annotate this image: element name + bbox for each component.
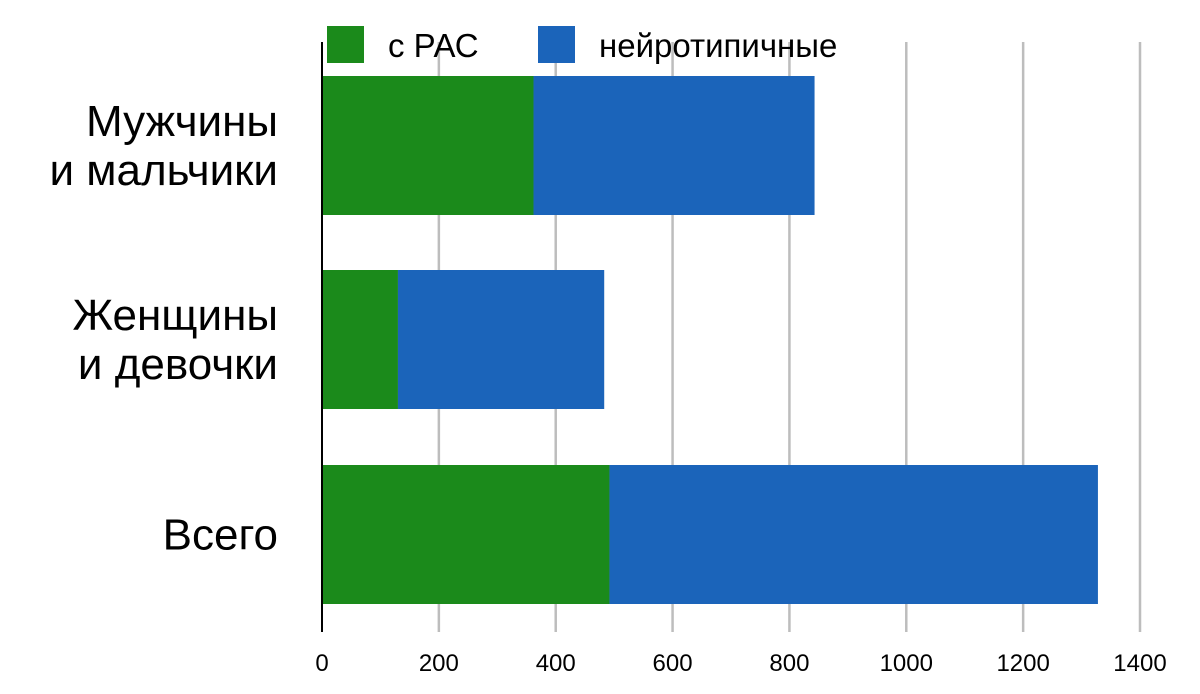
- x-tick-label-1000: 1000: [880, 650, 933, 677]
- category-label-1-1: и девочки: [78, 340, 278, 389]
- x-tick-label-400: 400: [536, 650, 576, 677]
- bar-neurotypical-2: [609, 465, 1098, 604]
- x-tick-label-0: 0: [315, 650, 328, 677]
- bar-asd-0: [322, 76, 534, 215]
- category-label-1-0: Женщины: [72, 291, 278, 340]
- bar-asd-2: [322, 465, 610, 604]
- bar-asd-1: [322, 270, 398, 409]
- bar-neurotypical-1: [397, 270, 605, 409]
- x-axis-ticks: 0 200 400 600 800 1000 1200 1400: [315, 650, 1166, 677]
- category-label-0-0: Мужчины: [86, 97, 278, 146]
- x-tick-label-200: 200: [419, 650, 459, 677]
- x-tick-label-600: 600: [653, 650, 693, 677]
- legend-swatch-asd: [327, 26, 364, 63]
- bars: [322, 76, 1098, 604]
- legend-label-asd: с РАС: [388, 27, 479, 64]
- bar-neurotypical-0: [533, 76, 815, 215]
- legend-swatch-neurotypical: [538, 26, 575, 63]
- x-tick-label-1400: 1400: [1113, 650, 1166, 677]
- legend: с РАС нейротипичные: [327, 26, 837, 64]
- x-tick-label-1200: 1200: [996, 650, 1049, 677]
- category-label-2-0: Всего: [163, 511, 278, 560]
- x-tick-label-800: 800: [769, 650, 809, 677]
- category-label-0-1: и мальчики: [49, 146, 278, 195]
- legend-label-neurotypical: нейротипичные: [599, 27, 837, 64]
